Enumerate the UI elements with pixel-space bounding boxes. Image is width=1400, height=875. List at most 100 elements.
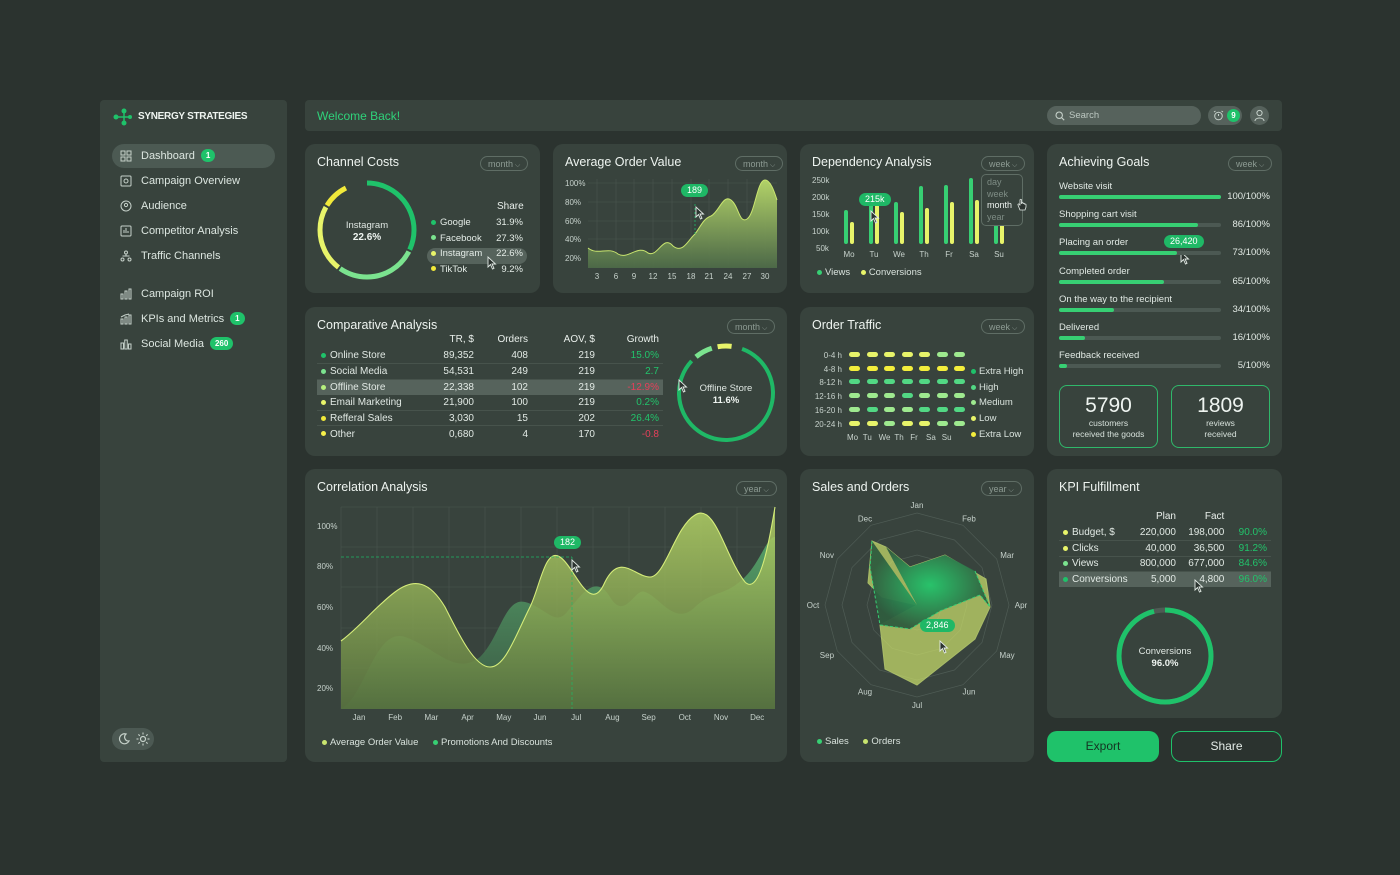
heatmap-cell[interactable]	[849, 352, 860, 357]
heatmap-cell[interactable]	[919, 420, 930, 426]
sidebar-item-campaign-roi[interactable]: Campaign ROI	[112, 282, 275, 306]
period-select[interactable]: year ⌵	[736, 481, 777, 496]
heatmap-cell[interactable]	[954, 420, 965, 426]
channel-name: TikTok	[440, 263, 468, 275]
period-select[interactable]: month ⌵	[735, 156, 784, 171]
heatmap-cell[interactable]	[919, 365, 930, 371]
list-item[interactable]: Facebook 27.3%	[431, 233, 527, 249]
heatmap-cell[interactable]	[901, 406, 913, 412]
legend-item: Orders	[863, 736, 900, 747]
sidebar-item-traffic-channels[interactable]: Traffic Channels	[112, 244, 275, 268]
dropdown-option[interactable]: year	[987, 211, 1005, 222]
heatmap-cell[interactable]	[901, 393, 913, 399]
dropdown-option[interactable]: day	[987, 177, 1002, 187]
sun-icon[interactable]	[136, 732, 150, 746]
sidebar-item-campaign-overview[interactable]: Campaign Overview	[112, 169, 275, 193]
heatmap-cell[interactable]	[866, 420, 878, 426]
heatmap-cell[interactable]	[884, 365, 895, 371]
heatmap-cell[interactable]	[849, 393, 860, 399]
table-header: Plan Fact	[1059, 507, 1271, 525]
sidebar-item-kpis-and-metrics[interactable]: KPIs and Metrics 1	[112, 307, 275, 331]
heatmap-cell[interactable]	[936, 365, 948, 371]
heatmap-cell[interactable]	[901, 365, 913, 371]
heatmap-cell[interactable]	[849, 365, 860, 371]
heatmap-cell[interactable]	[849, 379, 860, 385]
x-tick: Apr	[461, 713, 474, 722]
period-select[interactable]: month ⌵	[727, 319, 776, 334]
sidebar-item-dashboard[interactable]: Dashboard 1	[112, 144, 275, 168]
heatmap-cell[interactable]	[954, 393, 965, 399]
heatmap-cell[interactable]	[919, 379, 930, 385]
sidebar-item-competitor-analysis[interactable]: Competitor Analysis	[112, 219, 275, 243]
heatmap-cell[interactable]	[936, 420, 948, 426]
heatmap-cell[interactable]	[954, 352, 965, 357]
table-row[interactable]: Online Store 89,352 408 219 15.0%	[317, 348, 663, 365]
theme-toggle[interactable]	[112, 728, 154, 750]
heatmap-cell[interactable]	[849, 420, 860, 426]
heatmap-cell[interactable]	[866, 379, 878, 385]
heatmap-cell[interactable]	[849, 406, 860, 412]
sidebar-item-audience[interactable]: Audience	[112, 194, 275, 218]
heatmap-cell[interactable]	[936, 352, 948, 357]
heatmap-cell[interactable]	[884, 379, 895, 385]
heatmap-cell[interactable]	[919, 406, 930, 412]
heatmap-cell[interactable]	[884, 352, 895, 357]
moon-icon[interactable]	[117, 732, 131, 746]
search-input[interactable]: Search	[1047, 106, 1201, 125]
heatmap-cell[interactable]	[954, 406, 965, 412]
period-select[interactable]: week ⌵	[1228, 156, 1273, 171]
table-row[interactable]: Clicks 40,000 36,500 91.2%	[1059, 540, 1271, 557]
heatmap-row-label: 4-8 h	[823, 364, 842, 374]
panel-title: Order Traffic	[812, 318, 882, 332]
share-button[interactable]: Share	[1171, 731, 1282, 762]
table-row[interactable]: Refferal Sales 3,030 15 202 26.4%	[317, 410, 663, 427]
table-row[interactable]: Other 0,680 4 170 -0.8	[317, 426, 663, 442]
period-select[interactable]: week ⌵	[981, 156, 1026, 171]
heatmap-cell[interactable]	[954, 379, 965, 385]
chevron-down-icon: ⌵	[515, 162, 521, 169]
table-row[interactable]: Views 800,000 677,000 84.6%	[1059, 556, 1271, 573]
heatmap-cell[interactable]	[919, 393, 930, 399]
dropdown-option[interactable]: week	[987, 188, 1009, 199]
radar-axis-label: Aug	[858, 688, 872, 697]
table-row[interactable]: Offline Store 22,338 102 219 -12.9%	[317, 379, 663, 395]
heatmap-cell[interactable]	[866, 393, 878, 399]
heatmap-cell[interactable]	[954, 365, 965, 371]
heatmap-cell[interactable]	[936, 393, 948, 399]
heatmap-cell[interactable]	[866, 406, 878, 412]
heatmap-cell[interactable]	[936, 406, 948, 412]
heatmap-cell[interactable]	[901, 352, 913, 357]
table-row[interactable]: Conversions 5,000 4,800 96.0%	[1059, 571, 1271, 588]
brand-logo-icon	[113, 108, 132, 126]
period-select[interactable]: month ⌵	[480, 156, 529, 171]
heatmap-cell[interactable]	[884, 393, 895, 399]
period-select[interactable]: year ⌵	[981, 481, 1022, 496]
table-row[interactable]: Email Marketing 21,900 100 219 0.2%	[317, 394, 663, 411]
heatmap-cell[interactable]	[901, 379, 913, 385]
heatmap-cell[interactable]	[936, 379, 948, 385]
heatmap-cell[interactable]	[884, 406, 895, 412]
sidebar-item-social-media[interactable]: Social Media 260	[112, 332, 275, 356]
heatmap-cell[interactable]	[919, 352, 930, 357]
list-item[interactable]: TikTok 9.2%	[431, 264, 527, 280]
x-tick: Aug	[605, 713, 619, 722]
x-tick: 3	[595, 272, 600, 281]
heatmap-cell[interactable]	[901, 420, 913, 426]
heatmap-cell[interactable]	[866, 365, 878, 371]
user-avatar[interactable]	[1250, 106, 1269, 125]
period-select[interactable]: week ⌵	[981, 319, 1026, 334]
row-tr: 0,680	[448, 428, 474, 440]
traffic-icon	[120, 250, 132, 262]
list-item[interactable]: Google 31.9%	[431, 217, 527, 233]
list-item[interactable]: Instagram 22.6%	[427, 248, 527, 264]
dropdown-option[interactable]: month	[987, 200, 1013, 210]
goal-value: 34/100%	[1232, 303, 1270, 315]
export-button[interactable]: Export	[1047, 731, 1159, 762]
table-row[interactable]: Budget, $ 220,000 198,000 90.0%	[1059, 525, 1271, 542]
legend-dot	[1063, 529, 1068, 535]
table-row[interactable]: Social Media 54,531 249 219 2.7	[317, 363, 663, 380]
kpi-name: Conversions	[1059, 571, 1132, 588]
heatmap-cell[interactable]	[866, 352, 878, 357]
notifications-button[interactable]: 9	[1208, 106, 1242, 125]
heatmap-cell[interactable]	[884, 420, 895, 426]
